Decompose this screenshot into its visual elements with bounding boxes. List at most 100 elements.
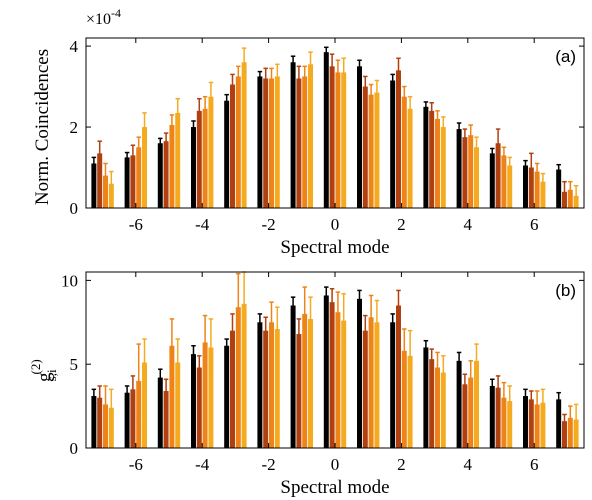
error-bar-black-mode-3 xyxy=(423,101,429,113)
error-bar-yellow-mode--4 xyxy=(208,318,214,377)
bar-orange-mode-6 xyxy=(534,404,540,448)
bar-black-mode-2 xyxy=(390,322,396,448)
error-bar-orange-mode-5 xyxy=(501,381,507,414)
error-bar-black-mode-4 xyxy=(456,122,462,136)
bar-yellow-mode-3 xyxy=(440,127,446,208)
bar-black-mode-4 xyxy=(456,360,462,448)
bar-orange-mode-5 xyxy=(501,397,507,448)
error-bar-orange-mode-5 xyxy=(501,146,507,165)
bar-yellow-mode--5 xyxy=(175,112,181,208)
error-bar-rust-mode--4 xyxy=(197,355,202,381)
bar-black-mode--7 xyxy=(91,163,97,208)
bar-orange-mode-3 xyxy=(435,367,440,448)
error-bar-rust-mode--2 xyxy=(263,67,268,90)
bar-yellow-mode-4 xyxy=(474,147,479,208)
error-bar-black-mode--4 xyxy=(191,120,196,134)
error-bar-black-mode--4 xyxy=(191,345,196,364)
error-bar-yellow-mode--7 xyxy=(109,170,114,197)
error-bar-orange-mode-7 xyxy=(568,405,573,431)
error-bar-orange-mode--2 xyxy=(269,67,274,90)
bar-yellow-mode--6 xyxy=(142,362,148,448)
panel-a-y-ticks: 0 2 4 xyxy=(70,37,584,218)
bar-orange-mode--6 xyxy=(136,147,142,208)
error-bar-rust-mode-3 xyxy=(429,102,434,120)
bar-rust-mode--3 xyxy=(230,330,235,448)
error-bar-rust-mode-4 xyxy=(462,128,468,147)
bar-orange-mode--7 xyxy=(103,175,108,208)
error-bar-orange-mode-6 xyxy=(534,162,540,181)
x-tick-label: 0 xyxy=(331,215,340,234)
bar-black-mode-6 xyxy=(523,165,528,208)
error-bar-orange-mode-1 xyxy=(368,83,374,106)
error-bar-black-mode--5 xyxy=(158,137,163,149)
bar-yellow-mode--4 xyxy=(208,347,214,448)
panel-b-label: (b) xyxy=(555,281,576,300)
bar-black-mode-5 xyxy=(489,153,495,208)
panel-a-label: (a) xyxy=(555,47,576,66)
panel-a-bars xyxy=(91,46,579,209)
error-bar-orange-mode--3 xyxy=(236,65,241,88)
error-bar-rust-mode--2 xyxy=(263,316,268,345)
error-bar-rust-mode--3 xyxy=(230,73,235,96)
bar-yellow-mode-3 xyxy=(440,372,446,448)
bar-black-mode--4 xyxy=(190,127,196,208)
y-tick-label: 4 xyxy=(70,37,79,56)
bar-yellow-mode--7 xyxy=(108,407,114,448)
error-bar-rust-mode-2 xyxy=(396,289,401,322)
bar-orange-mode-7 xyxy=(567,417,573,448)
error-bar-yellow-mode-5 xyxy=(507,385,512,417)
bar-rust-mode--4 xyxy=(196,110,202,208)
error-bar-rust-mode-0 xyxy=(329,53,335,80)
y-tick-label: 0 xyxy=(70,199,79,218)
bar-yellow-mode-2 xyxy=(407,108,413,208)
error-bar-orange-mode-3 xyxy=(435,351,440,384)
error-bar-rust-mode-0 xyxy=(329,288,335,317)
error-bar-orange-mode--4 xyxy=(202,314,208,370)
bar-rust-mode--1 xyxy=(296,334,302,448)
error-bar-rust-mode--4 xyxy=(197,97,202,124)
bar-rust-mode-6 xyxy=(528,399,534,448)
error-bar-yellow-mode--3 xyxy=(241,47,247,78)
y-tick-label: 2 xyxy=(70,118,79,137)
x-tick-label: 2 xyxy=(397,215,406,234)
bar-rust-mode--6 xyxy=(130,389,136,448)
bar-rust-mode--1 xyxy=(296,78,302,208)
bar-orange-mode--3 xyxy=(235,76,241,208)
error-bar-orange-mode--5 xyxy=(169,114,175,136)
error-bar-yellow-mode-0 xyxy=(341,293,346,349)
y-tick-label: 5 xyxy=(70,355,79,374)
bar-yellow-mode-2 xyxy=(407,355,413,448)
error-bar-yellow-mode--5 xyxy=(175,338,180,387)
error-bar-yellow-mode-7 xyxy=(573,403,579,436)
panel-b: -6 -4 -2 0 2 4 6 0 5 10 (b) Spectral mode g(2)s,… xyxy=(28,271,585,498)
bar-yellow-mode-0 xyxy=(341,72,347,209)
error-bar-black-mode-0 xyxy=(324,286,329,305)
error-bar-rust-mode-1 xyxy=(363,75,368,98)
bar-yellow-mode-5 xyxy=(507,165,513,208)
error-bar-rust-mode--6 xyxy=(130,375,136,404)
error-bar-orange-mode-7 xyxy=(568,180,573,199)
error-bar-orange-mode-0 xyxy=(335,59,341,86)
bar-rust-mode-5 xyxy=(495,143,501,208)
bar-rust-mode-6 xyxy=(528,167,534,208)
bar-yellow-mode--1 xyxy=(308,318,313,448)
bar-orange-mode-0 xyxy=(335,72,341,209)
bar-rust-mode-7 xyxy=(562,421,567,448)
bar-orange-mode-7 xyxy=(567,189,573,208)
error-bar-orange-mode--3 xyxy=(236,272,241,342)
error-bar-rust-mode-2 xyxy=(396,57,401,84)
bar-yellow-mode--2 xyxy=(274,76,280,208)
error-bar-orange-mode-2 xyxy=(402,328,407,374)
error-bar-yellow-mode--6 xyxy=(142,338,147,387)
error-bar-black-mode--1 xyxy=(290,296,296,315)
error-bar-rust-mode--7 xyxy=(97,140,102,167)
bar-rust-mode--4 xyxy=(196,367,202,448)
bar-black-mode--7 xyxy=(91,396,97,448)
panel-a-y-exponent: ×10-4 xyxy=(86,6,121,28)
bar-rust-mode--3 xyxy=(230,84,235,208)
bar-rust-mode--2 xyxy=(263,78,269,208)
bar-yellow-mode-5 xyxy=(507,401,513,448)
error-bar-rust-mode-3 xyxy=(429,348,434,370)
error-bar-black-mode--6 xyxy=(124,151,130,164)
